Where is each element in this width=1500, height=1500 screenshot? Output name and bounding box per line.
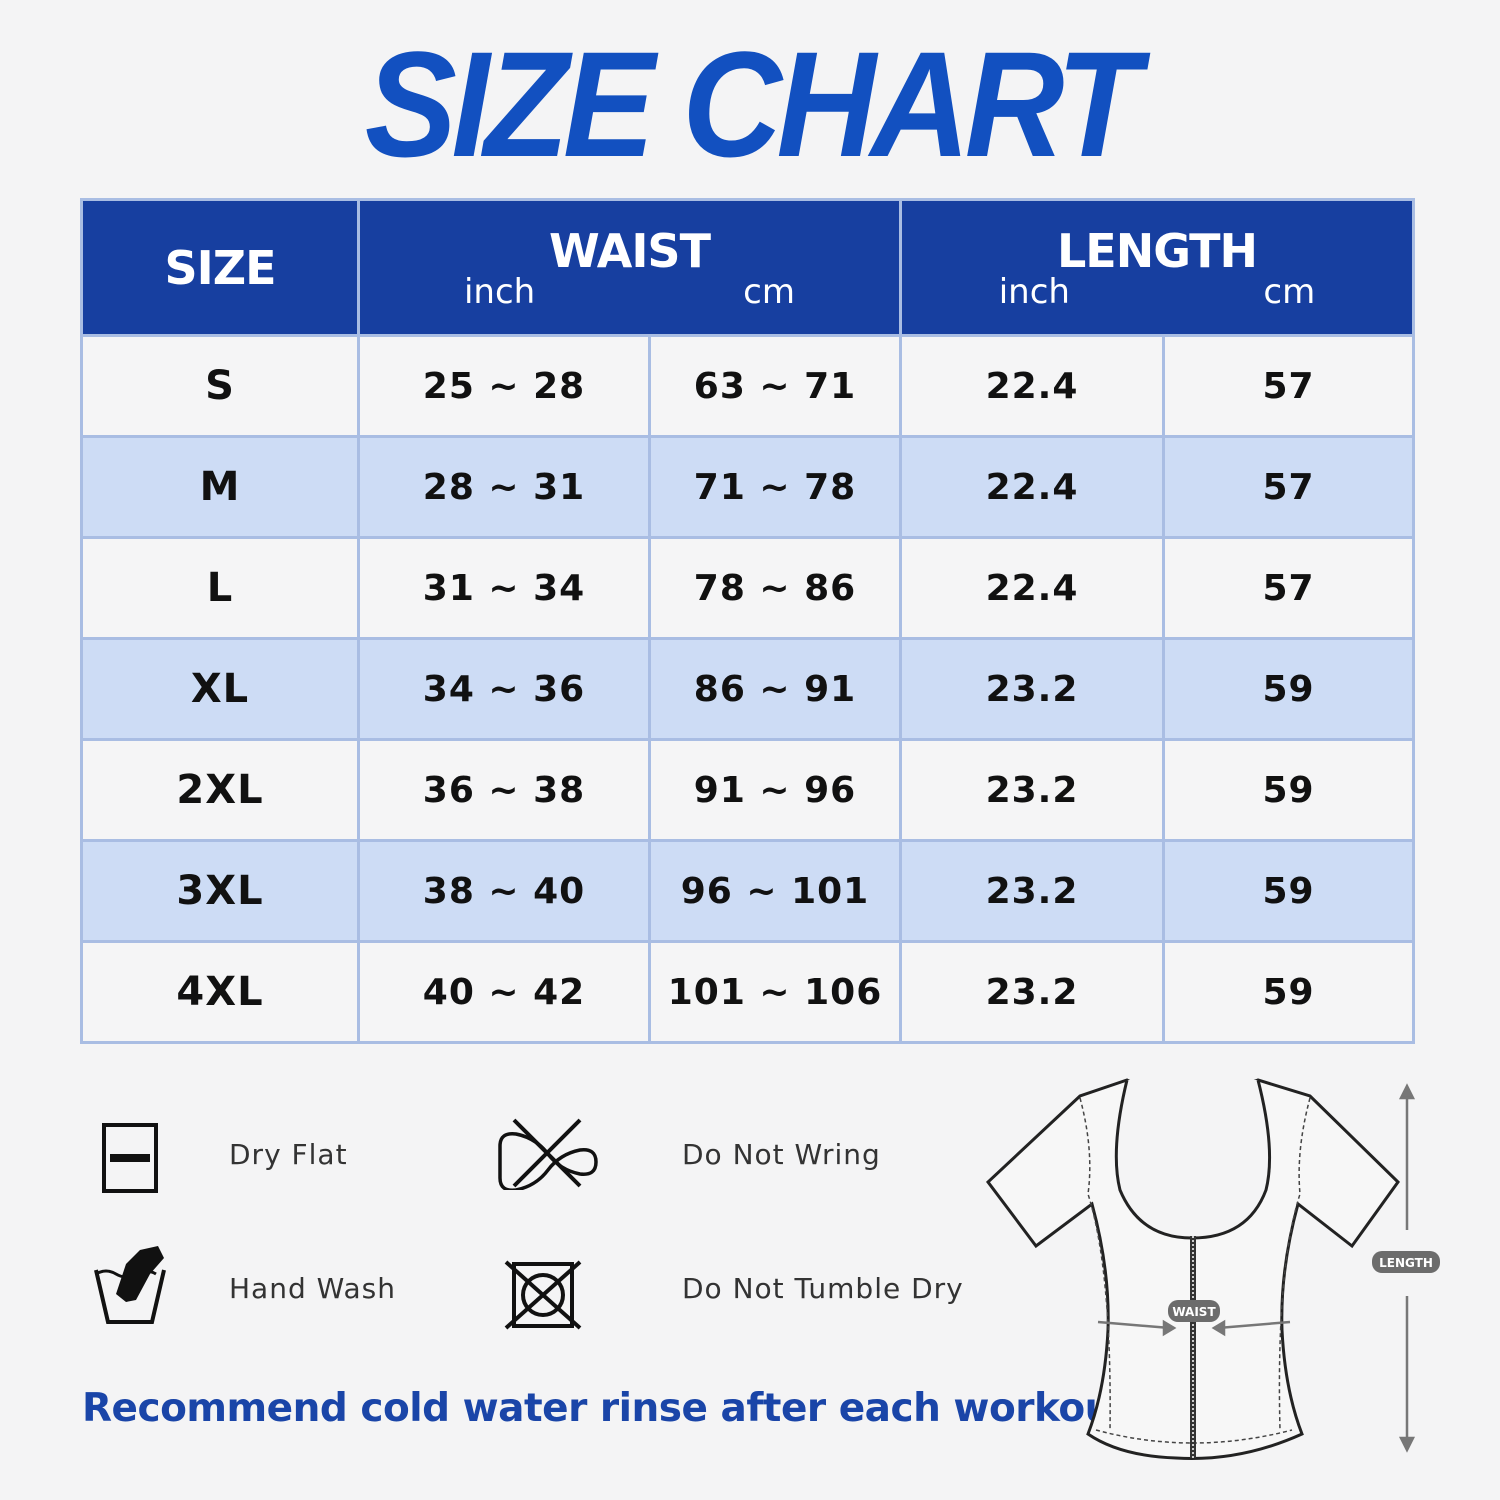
length-unit-cm: cm [1263, 271, 1316, 312]
cell-waist-cm: 86 ~ 91 [648, 637, 902, 741]
care-hand-wash: Hand Wash [229, 1272, 397, 1305]
cell-size: 3XL [80, 839, 360, 943]
table-row: M 28 ~ 31 71 ~ 78 22.4 57 [80, 435, 1415, 539]
header-length: LENGTH inch cm [899, 198, 1415, 337]
cell-length-cm: 59 [1162, 940, 1415, 1044]
length-label: LENGTH [1379, 1256, 1433, 1270]
do-not-wring-icon [498, 1118, 598, 1190]
cell-size: S [80, 334, 360, 438]
care-do-not-tumble-dry: Do Not Tumble Dry [682, 1272, 964, 1305]
header-waist: WAIST inch cm [357, 198, 902, 337]
cell-waist-cm: 101 ~ 106 [648, 940, 902, 1044]
page-title: SIZE CHART [364, 20, 1141, 188]
waist-label: WAIST [1172, 1305, 1216, 1319]
header-size-label: SIZE [164, 240, 276, 295]
size-table: SIZE WAIST inch cm LENGTH inch cm S 25 ~ 28… [80, 198, 1415, 1044]
header-length-label: LENGTH [1056, 223, 1258, 278]
shirt-diagram: WAIST LENGTH [985, 1078, 1440, 1460]
cell-length-cm: 59 [1162, 839, 1415, 943]
cell-waist-cm: 71 ~ 78 [648, 435, 902, 539]
cell-waist-cm: 63 ~ 71 [648, 334, 902, 438]
cell-length-in: 23.2 [899, 738, 1165, 842]
cell-length-cm: 57 [1162, 536, 1415, 640]
cell-length-in: 23.2 [899, 839, 1165, 943]
cell-length-cm: 57 [1162, 334, 1415, 438]
cell-waist-cm: 96 ~ 101 [648, 839, 902, 943]
cell-waist-in: 25 ~ 28 [357, 334, 651, 438]
care-note: Recommend cold water rinse after each wo… [82, 1386, 1145, 1431]
dry-flat-icon [102, 1123, 158, 1193]
care-do-not-wring: Do Not Wring [682, 1138, 881, 1171]
length-unit-inch: inch [998, 271, 1070, 312]
cell-size: 2XL [80, 738, 360, 842]
cell-length-cm: 59 [1162, 637, 1415, 741]
cell-waist-in: 36 ~ 38 [357, 738, 651, 842]
cell-waist-in: 38 ~ 40 [357, 839, 651, 943]
length-arrow [1398, 1083, 1416, 1453]
table-row: XL 34 ~ 36 86 ~ 91 23.2 59 [80, 637, 1415, 741]
cell-size: L [80, 536, 360, 640]
table-row: L 31 ~ 34 78 ~ 86 22.4 57 [80, 536, 1415, 640]
header-waist-label: WAIST [549, 223, 711, 278]
cell-length-cm: 59 [1162, 738, 1415, 842]
hand-wash-icon [94, 1246, 166, 1324]
cell-waist-in: 34 ~ 36 [357, 637, 651, 741]
table-row: S 25 ~ 28 63 ~ 71 22.4 57 [80, 334, 1415, 438]
cell-waist-in: 40 ~ 42 [357, 940, 651, 1044]
table-row: 3XL 38 ~ 40 96 ~ 101 23.2 59 [80, 839, 1415, 943]
waist-unit-cm: cm [743, 271, 795, 312]
cell-waist-in: 31 ~ 34 [357, 536, 651, 640]
cell-size: 4XL [80, 940, 360, 1044]
waist-unit-inch: inch [463, 271, 536, 312]
cell-length-in: 23.2 [899, 637, 1165, 741]
cell-waist-cm: 78 ~ 86 [648, 536, 902, 640]
cell-length-in: 23.2 [899, 940, 1165, 1044]
cell-length-in: 22.4 [899, 334, 1165, 438]
cell-size: M [80, 435, 360, 539]
cell-size: XL [80, 637, 360, 741]
cell-length-in: 22.4 [899, 536, 1165, 640]
cell-length-in: 22.4 [899, 435, 1165, 539]
cell-waist-cm: 91 ~ 96 [648, 738, 902, 842]
table-header: SIZE WAIST inch cm LENGTH inch cm [80, 198, 1415, 337]
care-dry-flat: Dry Flat [229, 1138, 348, 1171]
do-not-tumble-dry-icon [504, 1260, 582, 1330]
table-row: 2XL 36 ~ 38 91 ~ 96 23.2 59 [80, 738, 1415, 842]
cell-length-cm: 57 [1162, 435, 1415, 539]
waist-arrows [1097, 1319, 1291, 1337]
table-row: 4XL 40 ~ 42 101 ~ 106 23.2 59 [80, 940, 1415, 1044]
cell-waist-in: 28 ~ 31 [357, 435, 651, 539]
header-size: SIZE [80, 198, 360, 337]
